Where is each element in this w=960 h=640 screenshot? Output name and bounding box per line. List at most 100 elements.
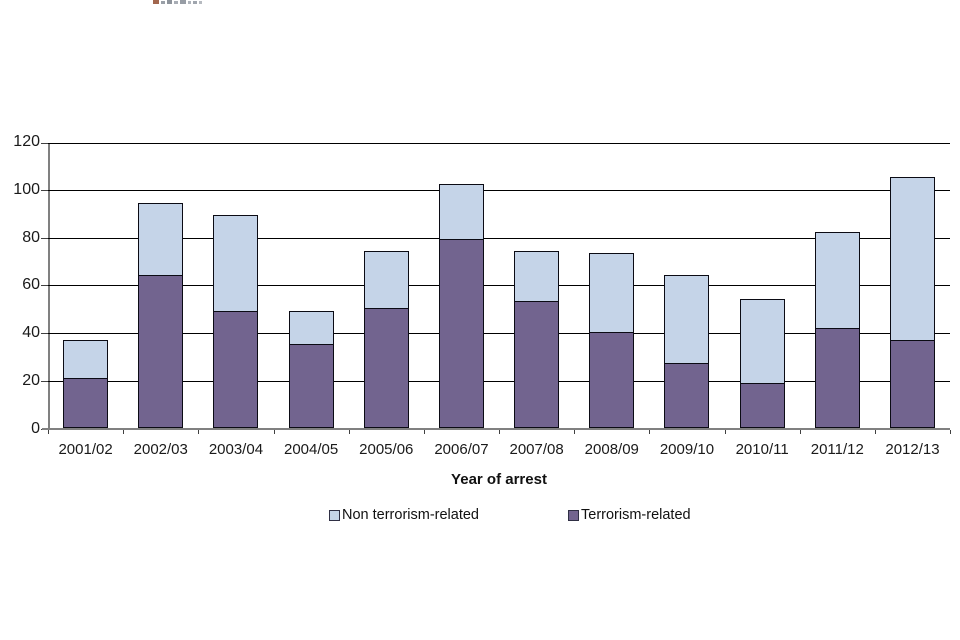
- bar-segment-terrorism: [589, 332, 634, 428]
- gridline-120: [48, 143, 950, 144]
- clipped-fragment-block: [193, 1, 197, 4]
- y-axis-label-20: 20: [22, 372, 40, 389]
- bar-segment-terrorism: [664, 363, 709, 428]
- bar-2009/10: [664, 275, 709, 428]
- x-axis-label-2002/03: 2002/03: [133, 441, 188, 458]
- bar-segment-terrorism: [138, 275, 183, 428]
- clipped-fragment-block: [188, 1, 191, 4]
- bar-2003/04: [213, 215, 258, 428]
- bar-segment-terrorism: [364, 308, 409, 428]
- x-axis-label-2001/02: 2001/02: [58, 441, 113, 458]
- x-axis-title: Year of arrest: [451, 471, 547, 488]
- clipped-fragment-block: [174, 1, 178, 4]
- x-axis-label-2011/12: 2011/12: [810, 441, 864, 458]
- gridline-80: [48, 238, 950, 239]
- x-tick-12: [950, 430, 951, 434]
- x-tick-9: [725, 430, 726, 434]
- bar-segment-non-terrorism: [63, 340, 108, 379]
- legend-swatch-terrorism-icon: [568, 509, 579, 521]
- bar-segment-non-terrorism: [138, 203, 183, 276]
- legend-item-non-terrorism: Non terrorism-related: [329, 507, 479, 523]
- y-axis-label-100: 100: [13, 181, 40, 198]
- x-tick-8: [649, 430, 650, 434]
- x-axis-label-2008/09: 2008/09: [584, 441, 639, 458]
- x-tick-5: [424, 430, 425, 434]
- bar-2001/02: [63, 340, 108, 428]
- y-tick-100: [41, 190, 48, 191]
- x-axis-label-2004/05: 2004/05: [283, 441, 339, 458]
- y-axis-label-60: 60: [22, 276, 40, 293]
- x-tick-2: [198, 430, 199, 434]
- legend-item-terrorism: Terrorism-related: [568, 507, 691, 523]
- x-axis-labels: 2001/02 2002/03 2003/04 2004/05 2005/06 2006/…: [48, 441, 950, 459]
- clipped-fragment-block: [153, 0, 159, 4]
- gridline-20: [48, 381, 950, 382]
- bar-segment-terrorism: [213, 311, 258, 428]
- x-tick-11: [875, 430, 876, 434]
- x-tick-10: [800, 430, 801, 434]
- x-axis-label-2010/11: 2010/11: [735, 441, 789, 458]
- x-axis-label-2003/04: 2003/04: [208, 441, 264, 458]
- gridline-40: [48, 333, 950, 334]
- bar-segment-non-terrorism: [213, 215, 258, 312]
- x-axis-label-2009/10: 2009/10: [659, 441, 715, 458]
- bar-2008/09: [589, 253, 634, 428]
- bar-segment-non-terrorism: [890, 177, 935, 341]
- bar-segment-non-terrorism: [289, 311, 334, 345]
- bar-2010/11: [740, 299, 785, 428]
- x-tick-3: [274, 430, 275, 434]
- gridline-100: [48, 190, 950, 191]
- bar-segment-terrorism: [289, 344, 334, 428]
- bar-segment-non-terrorism: [439, 184, 484, 240]
- clipped-fragment-block: [167, 0, 172, 4]
- bar-segment-terrorism: [815, 328, 860, 428]
- y-tick-40: [41, 333, 48, 334]
- y-tick-120: [41, 143, 48, 144]
- legend: Non terrorism-related Terrorism-related: [0, 507, 960, 529]
- x-tick-0: [48, 430, 49, 434]
- x-tick-1: [123, 430, 124, 434]
- y-tick-20: [41, 381, 48, 382]
- y-axis-labels: 0 20 40 60 80 100 120: [0, 0, 40, 640]
- bar-segment-terrorism: [514, 301, 559, 428]
- legend-label-terrorism: Terrorism-related: [581, 507, 691, 523]
- y-axis-label-40: 40: [22, 324, 40, 341]
- bar-segment-non-terrorism: [514, 251, 559, 302]
- x-tick-4: [349, 430, 350, 434]
- bar-segment-terrorism: [740, 383, 785, 428]
- x-axis-label-2012/13: 2012/13: [885, 441, 940, 458]
- bar-2012/13: [890, 177, 935, 428]
- bar-2002/03: [138, 203, 183, 428]
- x-axis-label-2007/08: 2007/08: [509, 441, 564, 458]
- x-axis-label-2005/06: 2005/06: [359, 441, 414, 458]
- legend-label-non-terrorism: Non terrorism-related: [342, 507, 479, 523]
- bar-2005/06: [364, 251, 409, 428]
- y-tick-60: [41, 285, 48, 286]
- bar-segment-terrorism: [439, 239, 484, 428]
- x-axis-label-2006/07: 2006/07: [434, 441, 489, 458]
- clipped-fragment-block: [180, 0, 186, 4]
- bar-2007/08: [514, 251, 559, 428]
- gridline-60: [48, 285, 950, 286]
- x-axis-line: [42, 428, 950, 430]
- clipped-fragment-block: [199, 1, 202, 4]
- bar-segment-non-terrorism: [664, 275, 709, 364]
- x-tick-6: [499, 430, 500, 434]
- y-axis-label-80: 80: [22, 229, 40, 246]
- bar-segment-terrorism: [890, 340, 935, 428]
- bar-2011/12: [815, 232, 860, 428]
- bar-segment-non-terrorism: [740, 299, 785, 384]
- x-tick-7: [574, 430, 575, 434]
- bar-segment-non-terrorism: [589, 253, 634, 333]
- clipped-text-fragment: [153, 0, 202, 4]
- legend-swatch-non-terrorism-icon: [329, 509, 340, 521]
- bar-2006/07: [439, 184, 484, 428]
- clipped-fragment-block: [161, 1, 165, 4]
- y-axis-line: [48, 143, 50, 430]
- bar-segment-non-terrorism: [364, 251, 409, 309]
- y-tick-80: [41, 238, 48, 239]
- bar-2004/05: [289, 311, 334, 428]
- bar-segment-terrorism: [63, 378, 108, 428]
- bar-segment-non-terrorism: [815, 232, 860, 329]
